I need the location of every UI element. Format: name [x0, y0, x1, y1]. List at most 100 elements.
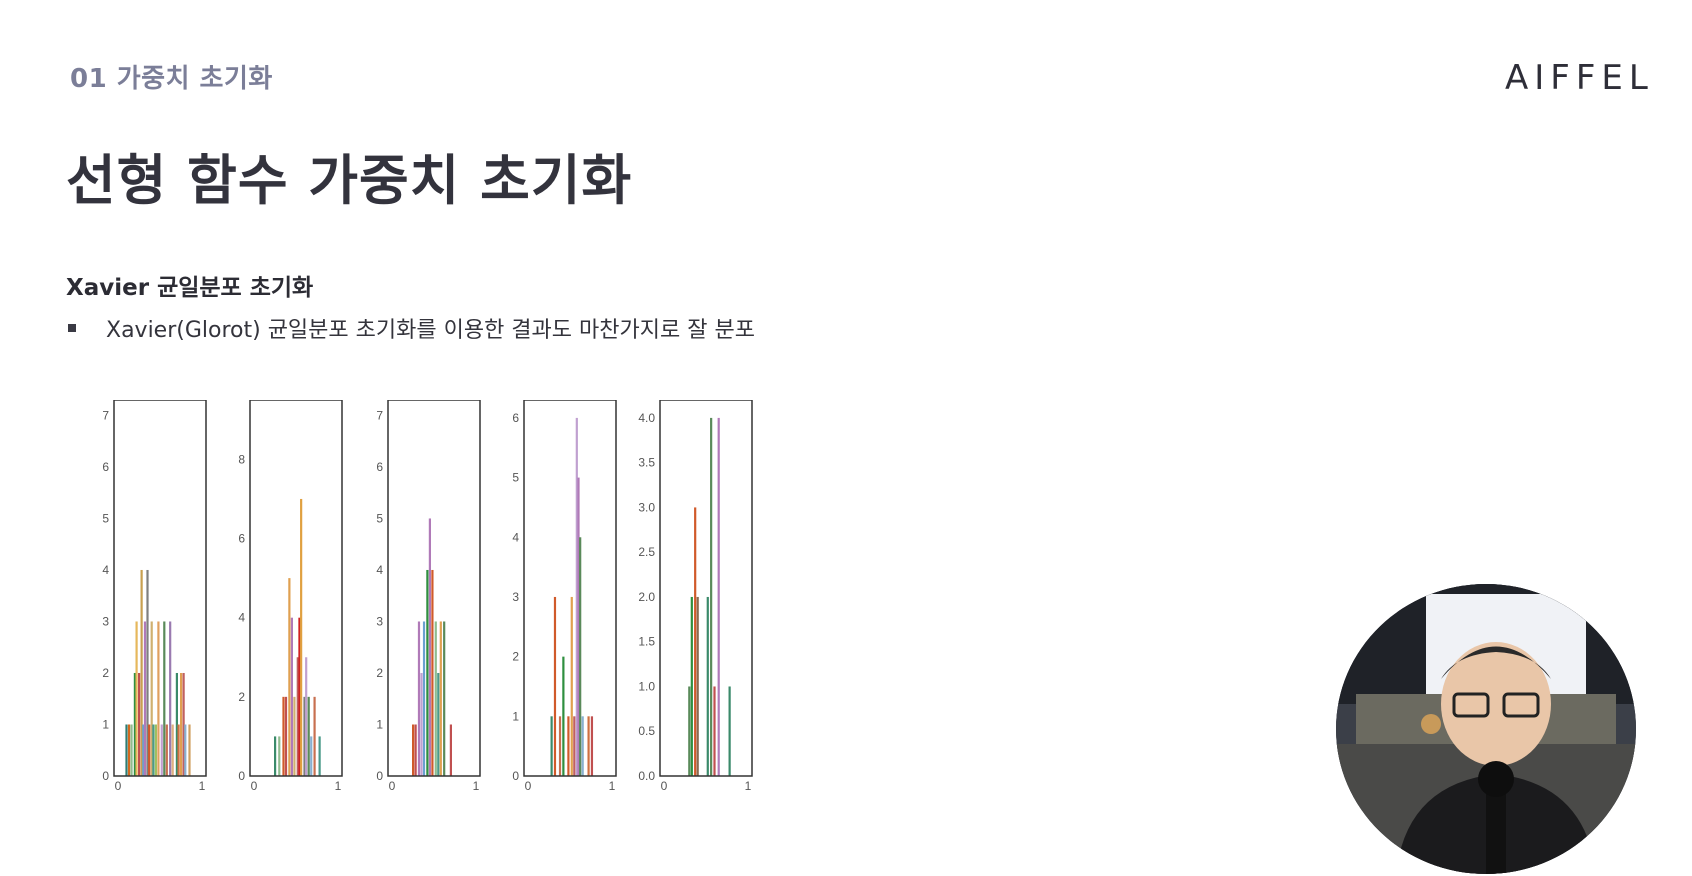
- y-tick-label: 6: [512, 411, 519, 425]
- histogram-bar: [140, 569, 143, 776]
- y-tick-label: 3.0: [638, 500, 655, 514]
- histogram-bar: [310, 736, 313, 776]
- histogram-bar: [154, 724, 157, 776]
- histogram-bar: [293, 696, 296, 776]
- y-tick-label: 2: [238, 690, 245, 704]
- y-tick-label: 0: [238, 769, 245, 783]
- histogram-bar: [160, 724, 163, 776]
- histogram-bar: [290, 617, 293, 776]
- y-tick-label: 7: [376, 408, 383, 422]
- chart-frame: [523, 400, 617, 777]
- histogram-bar: [313, 696, 316, 776]
- y-tick-label: 5: [512, 471, 519, 485]
- chart-frame: [659, 400, 753, 777]
- y-tick-label: 2: [102, 666, 109, 680]
- y-tick-label: 6: [376, 460, 383, 474]
- histogram-bar: [298, 617, 301, 776]
- histogram-bar: [694, 507, 697, 776]
- chart-frame: [113, 400, 207, 777]
- y-tick-label: 4: [376, 563, 383, 577]
- histogram-bar: [303, 696, 306, 776]
- histogram-bar: [688, 686, 691, 776]
- bullet-square-icon: [68, 324, 76, 332]
- bullet-item: Xavier(Glorot) 균일분포 초기화를 이용한 결과도 마찬가지로 잘…: [68, 312, 755, 344]
- y-tick-label: 4.0: [638, 411, 655, 425]
- bullet-text: Xavier(Glorot) 균일분포 초기화를 이용한 결과도 마찬가지로 잘…: [106, 318, 755, 343]
- y-tick-label: 4: [102, 563, 109, 577]
- histogram-bar: [550, 716, 553, 776]
- histogram-bar: [125, 724, 128, 776]
- histogram-bar: [412, 724, 415, 776]
- histogram-bar: [163, 621, 166, 776]
- histogram-bar: [165, 724, 168, 776]
- y-tick-label: 3.5: [638, 456, 655, 470]
- aiffel-logo: AIFFEL: [1505, 58, 1654, 98]
- histogram-bar: [296, 657, 299, 776]
- histogram-bar: [182, 672, 185, 776]
- y-tick-label: 8: [238, 452, 245, 466]
- histogram-bar: [169, 621, 172, 776]
- presenter-webcam: [1336, 584, 1636, 874]
- histogram-bar: [696, 596, 699, 776]
- histogram-bar: [300, 498, 303, 776]
- histogram-bar: [562, 656, 565, 776]
- histogram-bar: [175, 672, 178, 776]
- histogram-bar: [587, 716, 590, 776]
- x-tick-label: 0: [661, 779, 668, 793]
- x-tick-label: 0: [525, 779, 532, 793]
- x-tick-label: 1: [335, 779, 342, 793]
- x-tick-label: 0: [115, 779, 122, 793]
- histogram-bar: [553, 596, 557, 776]
- histogram-bar: [157, 621, 160, 776]
- y-tick-label: 0: [376, 769, 383, 783]
- histogram-bar: [138, 672, 141, 776]
- histogram-bar: [180, 672, 183, 776]
- y-tick-label: 4: [238, 611, 245, 625]
- histogram-bar: [728, 686, 731, 776]
- x-tick-label: 1: [609, 779, 616, 793]
- x-tick-label: 1: [199, 779, 206, 793]
- y-tick-label: 5: [376, 511, 383, 525]
- y-tick-label: 0.0: [638, 769, 655, 783]
- y-tick-label: 1.0: [638, 679, 655, 693]
- y-tick-label: 1: [376, 717, 383, 731]
- presenter-video-frame: [1336, 584, 1636, 874]
- y-tick-label: 4: [512, 530, 519, 544]
- histogram-bar: [434, 621, 437, 776]
- histogram-bar: [127, 724, 131, 776]
- y-tick-label: 6: [238, 532, 245, 546]
- histogram-bar: [282, 696, 285, 776]
- histogram-bar: [288, 578, 291, 776]
- y-tick-label: 0: [102, 769, 109, 783]
- histogram-bar: [177, 724, 180, 776]
- histogram-bar: [307, 696, 310, 776]
- histogram-bar: [417, 621, 421, 776]
- subheading: Xavier 균일분포 초기화: [66, 275, 314, 301]
- histogram-bar: [590, 716, 594, 776]
- y-tick-label: 3: [376, 614, 383, 628]
- y-tick-label: 2.5: [638, 545, 655, 559]
- y-tick-label: 7: [102, 408, 109, 422]
- histogram-bar: [431, 569, 434, 776]
- histogram-bar: [284, 696, 288, 776]
- histogram-bar: [437, 672, 440, 776]
- histogram-bar: [570, 596, 573, 776]
- histogram-bar: [558, 716, 562, 776]
- histogram-bar: [188, 724, 191, 776]
- histogram-bar: [449, 724, 452, 776]
- section-label: 01 가중치 초기화: [70, 64, 273, 94]
- histogram-bar: [150, 621, 153, 776]
- histogram-bar: [706, 596, 709, 776]
- histogram-bar: [422, 621, 426, 776]
- chart-frame: [249, 400, 343, 777]
- y-tick-label: 2: [512, 650, 519, 664]
- x-tick-label: 1: [473, 779, 480, 793]
- y-tick-label: 3: [512, 590, 519, 604]
- x-tick-label: 0: [389, 779, 396, 793]
- histogram-bar: [143, 621, 147, 776]
- histogram-bar: [274, 736, 277, 776]
- histogram-bar: [577, 477, 580, 776]
- histogram-bar: [135, 621, 138, 776]
- x-tick-label: 0: [251, 779, 258, 793]
- histogram-bar: [133, 672, 136, 776]
